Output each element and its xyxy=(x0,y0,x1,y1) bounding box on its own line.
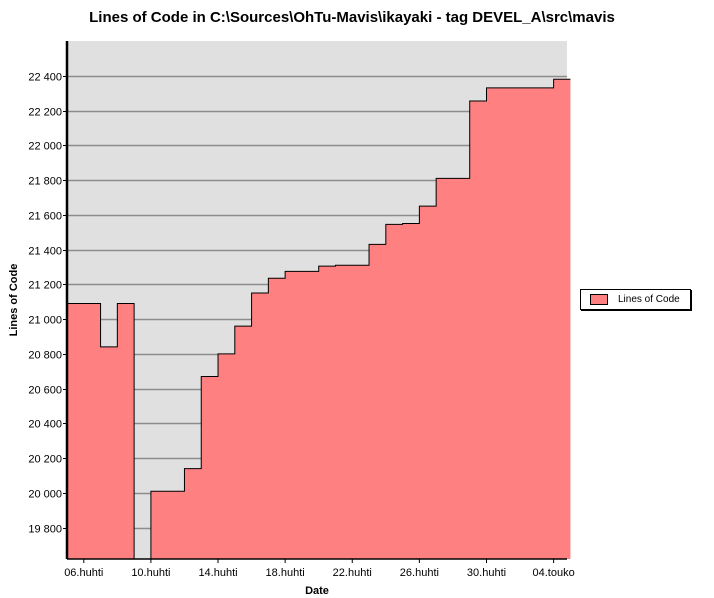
x-tick-label: 04.touko xyxy=(533,567,575,579)
y-tick-label: 21 400 xyxy=(28,246,62,258)
x-tick-label: 18.huhti xyxy=(266,567,305,579)
y-tick-label: 20 600 xyxy=(28,385,62,397)
y-tick-label: 21 800 xyxy=(28,176,62,188)
chart-title: Lines of Code in C:\Sources\OhTu-Mavis\i… xyxy=(89,9,615,26)
legend: Lines of Code xyxy=(580,289,691,310)
legend-swatch xyxy=(590,294,608,305)
y-axis-title: Lines of Code xyxy=(8,264,20,337)
y-tick-label: 22 000 xyxy=(28,141,62,153)
series-area xyxy=(67,79,571,559)
series-outline xyxy=(67,78,571,560)
y-axis: 19 800 20 000 20 200 20 400 20 600 20 800 21 0… xyxy=(28,41,69,559)
y-tick-label: 22 200 xyxy=(28,107,62,119)
y-tick-label: 20 200 xyxy=(28,454,62,466)
x-tick-label: 14.huhti xyxy=(198,567,237,579)
x-tick-label: 26.huhti xyxy=(400,567,439,579)
x-axis: 06.huhti 10.huhti 14.huhti 18.huhti 22.huhti… xyxy=(64,558,575,579)
y-tick-label: 19 800 xyxy=(28,524,62,536)
x-tick-label: 30.huhti xyxy=(467,567,506,579)
x-tick-label: 10.huhti xyxy=(131,567,170,579)
y-tick-label: 20 800 xyxy=(28,350,62,362)
legend-label: Lines of Code xyxy=(618,294,680,305)
y-tick-label: 21 000 xyxy=(28,315,62,327)
y-tick-label: 20 000 xyxy=(28,489,62,501)
y-tick-label: 21 200 xyxy=(28,280,62,292)
y-tick-label: 20 400 xyxy=(28,419,62,431)
x-tick-label: 06.huhti xyxy=(64,567,103,579)
x-tick-label: 22.huhti xyxy=(333,567,372,579)
y-tick-label: 22 400 xyxy=(28,72,62,84)
x-axis-title: Date xyxy=(305,585,329,597)
area-group xyxy=(67,78,571,560)
y-tick-label: 21 600 xyxy=(28,211,62,223)
